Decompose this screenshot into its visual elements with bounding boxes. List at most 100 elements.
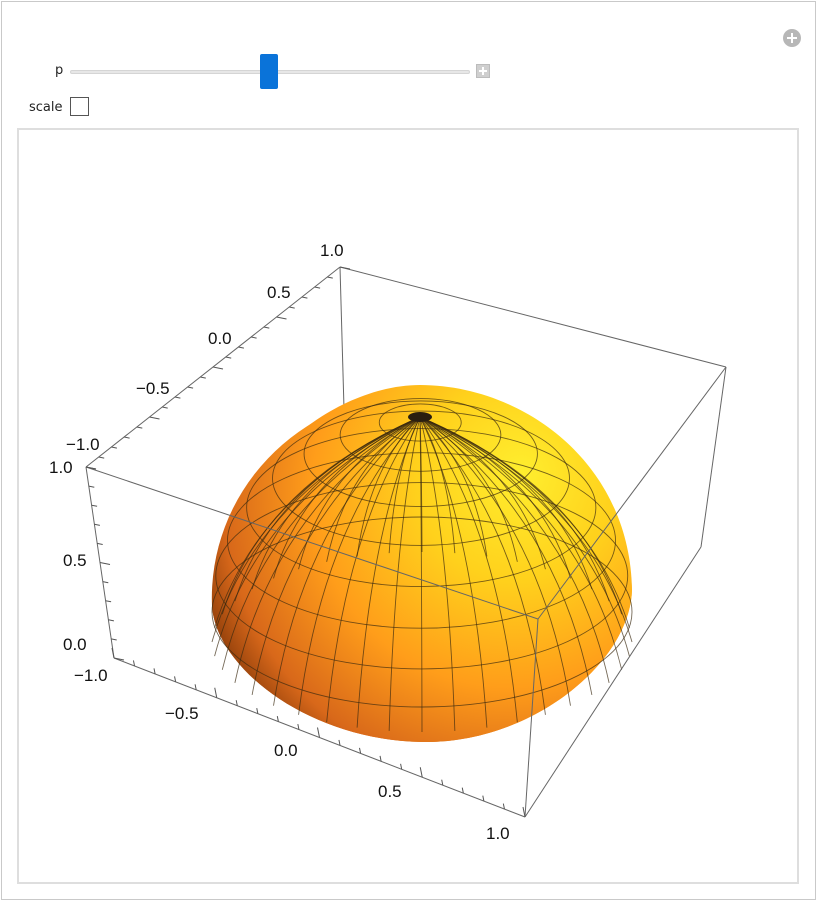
meridian-line — [273, 416, 421, 579]
meridian-line — [419, 416, 488, 728]
hemisphere-plot: −1.0 −0.5 0.0 0.5 1.0 0.0 0.5 1.0 −1.0 −… — [49, 241, 727, 843]
tick-mark — [251, 336, 257, 339]
p-slider-thumb[interactable] — [260, 54, 278, 89]
meridian-line — [234, 416, 421, 602]
meridian-line — [419, 416, 630, 629]
meridian-line — [419, 416, 456, 554]
meridian-line — [221, 416, 421, 670]
tick-mark — [263, 326, 270, 329]
tick-mark — [289, 306, 295, 309]
tick-label: 1.0 — [320, 241, 344, 260]
meridian-line — [419, 416, 546, 570]
meridian-line — [326, 416, 421, 562]
meridian-line — [326, 416, 421, 723]
tick-mark — [339, 266, 351, 270]
tick-mark — [149, 416, 160, 420]
tick-mark — [235, 700, 238, 706]
tick-mark — [276, 316, 287, 320]
tick-mark — [301, 296, 308, 299]
meridian-line — [388, 416, 421, 554]
tick-mark — [102, 581, 109, 584]
tick-mark — [113, 657, 125, 661]
meridian-line — [419, 416, 623, 670]
bottom-axis-labels: −1.0 −0.5 0.0 0.5 1.0 — [74, 666, 510, 843]
tick-label: −1.0 — [74, 666, 108, 685]
tick-label: 0.5 — [378, 782, 402, 801]
tick-mark — [225, 356, 232, 359]
tick-mark — [99, 562, 111, 565]
tick-mark — [111, 647, 115, 659]
tick-mark — [85, 466, 97, 470]
tick-mark — [136, 426, 143, 429]
tick-mark — [97, 542, 103, 545]
meridian-line — [419, 416, 488, 557]
tick-mark — [379, 755, 382, 762]
tick-mark — [132, 660, 136, 667]
tick-label: 0.5 — [267, 283, 291, 302]
meridian-line — [419, 416, 571, 706]
tick-mark — [124, 436, 130, 439]
tick-mark — [214, 687, 218, 698]
tick-mark — [200, 376, 206, 379]
meridian-line — [234, 416, 421, 683]
tick-mark — [153, 668, 156, 674]
meridian-line — [356, 416, 421, 557]
meridian-line — [419, 416, 610, 683]
slider-expand-icon[interactable] — [476, 64, 490, 78]
tick-mark — [502, 803, 505, 810]
tick-label: −1.0 — [66, 435, 100, 454]
tick-mark — [419, 767, 423, 778]
tick-label: 0.0 — [274, 741, 298, 760]
tick-mark — [94, 523, 100, 526]
scale-checkbox[interactable] — [70, 97, 89, 116]
tick-mark — [359, 747, 362, 754]
tick-mark — [522, 806, 526, 818]
tick-label: 0.5 — [63, 551, 87, 570]
tick-mark — [187, 386, 194, 389]
meridian-line — [388, 416, 421, 731]
tick-mark — [88, 485, 95, 488]
left-axis-labels: −1.0 −0.5 0.0 0.5 1.0 — [66, 241, 344, 454]
meridian-line — [419, 416, 518, 562]
tick-mark — [174, 676, 177, 682]
tick-mark — [194, 684, 197, 690]
meridian-line — [298, 416, 421, 570]
tick-mark — [276, 716, 279, 722]
meridian-line — [251, 416, 421, 590]
tick-mark — [338, 739, 341, 746]
pole-point — [408, 412, 432, 422]
tick-label: 1.0 — [49, 458, 73, 477]
tick-mark — [212, 366, 224, 370]
tick-mark — [98, 456, 105, 459]
surface-mesh — [211, 398, 633, 733]
tick-label: 1.0 — [486, 824, 510, 843]
plot-panel: −1.0 −0.5 0.0 0.5 1.0 0.0 0.5 1.0 −1.0 −… — [17, 128, 799, 884]
meridian-line — [419, 416, 456, 731]
tick-mark — [111, 638, 117, 641]
axis-ticks — [85, 266, 526, 818]
add-icon[interactable] — [783, 29, 801, 47]
tick-label: 0.0 — [63, 635, 87, 654]
tick-mark — [108, 619, 114, 622]
tick-mark — [400, 763, 403, 770]
tick-mark — [105, 600, 112, 603]
tick-mark — [174, 396, 181, 399]
tick-mark — [461, 787, 464, 794]
vertical-axis-labels: 0.0 0.5 1.0 — [49, 458, 87, 654]
tick-mark — [441, 779, 444, 786]
tick-mark — [238, 346, 244, 349]
tick-mark — [256, 708, 259, 714]
slider-label: p — [55, 63, 64, 78]
tick-mark — [297, 723, 300, 730]
tick-mark — [111, 446, 117, 449]
tick-mark — [317, 727, 320, 738]
tick-label: −0.5 — [136, 379, 170, 398]
meridian-line — [419, 416, 546, 715]
meridian-line — [273, 416, 421, 706]
meridian-line — [419, 416, 571, 579]
hemisphere-surface — [212, 385, 632, 743]
tick-mark — [91, 504, 98, 507]
tick-mark — [482, 795, 485, 802]
tick-label: 0.0 — [208, 329, 232, 348]
meridian-line — [251, 416, 421, 695]
